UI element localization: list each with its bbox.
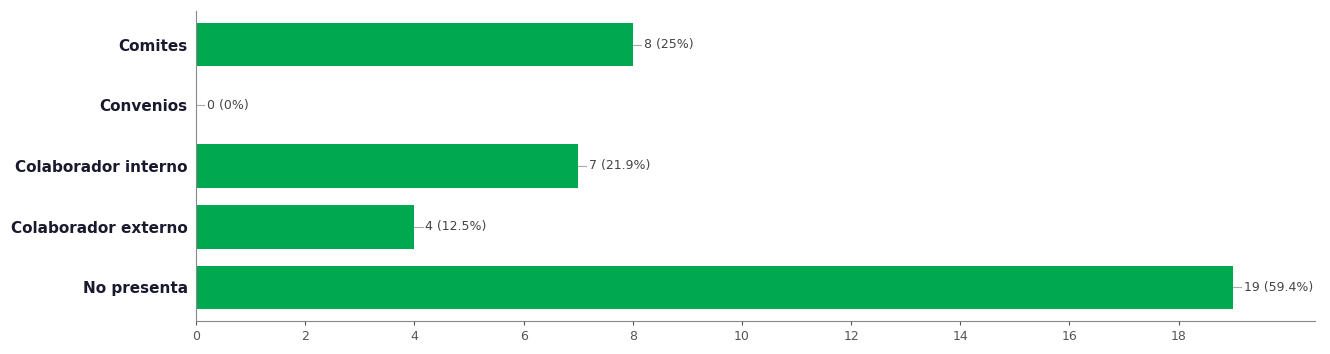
Bar: [197, 266, 1233, 309]
Bar: [197, 144, 579, 188]
Bar: [197, 23, 633, 67]
Bar: [197, 205, 415, 249]
Text: 4 (12.5%): 4 (12.5%): [426, 220, 487, 233]
Text: 8 (25%): 8 (25%): [644, 38, 693, 51]
Text: 0 (0%): 0 (0%): [207, 99, 249, 112]
Text: 19 (59.4%): 19 (59.4%): [1244, 281, 1313, 294]
Text: 7 (21.9%): 7 (21.9%): [589, 160, 650, 172]
